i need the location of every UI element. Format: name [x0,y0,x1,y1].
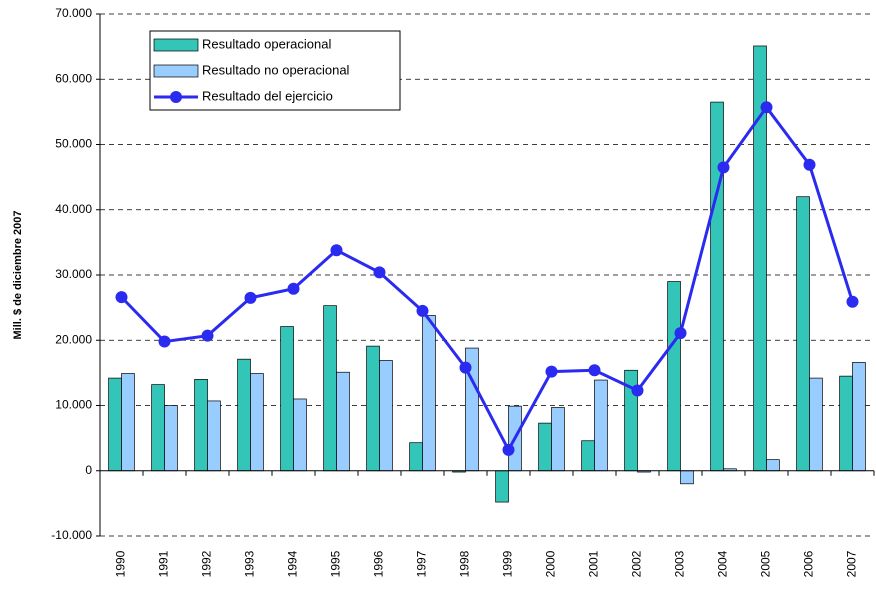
y-tick-label: 70.000 [55,6,92,20]
y-tick-label: 60.000 [55,71,92,85]
legend-label: Resultado del ejercicio [202,88,333,103]
line-marker [201,329,214,342]
x-tick-label: 2005 [759,550,773,577]
line-marker [760,101,773,114]
bar [164,405,178,472]
x-tick-label: 2003 [673,550,687,577]
y-tick-label: 10.000 [55,398,92,412]
bar [323,305,337,472]
bar [250,373,264,472]
bar [108,377,122,472]
bar [852,362,866,472]
bar [766,459,780,472]
legend-label: Resultado operacional [202,36,331,51]
line-marker [287,282,300,295]
bar [796,196,810,472]
legend-swatch [170,91,182,103]
x-tick-label: 2004 [716,550,730,577]
y-axis-label: Mill. $ de diciembre 2007 [12,210,24,339]
line-marker [588,364,601,377]
line-marker [115,291,128,304]
bar [581,440,595,472]
x-tick-label: 1997 [415,550,429,577]
y-tick-label: 40.000 [55,202,92,216]
y-tick-label: 20.000 [55,332,92,346]
line-marker [158,335,171,348]
bar [194,379,208,472]
bar [538,422,552,472]
x-tick-label: 2007 [845,550,859,577]
x-tick-label: 2000 [544,550,558,577]
bar [839,375,853,472]
bar [336,371,350,472]
y-tick-label: 50.000 [55,137,92,151]
legend-swatch [153,64,199,78]
line-marker [803,158,816,171]
x-tick-label: 2002 [630,550,644,577]
legend: Resultado operacional Resultado no operac… [149,30,401,111]
bar [280,326,294,472]
y-tick-label: 30.000 [55,267,92,281]
line-marker [416,304,429,317]
line-marker [846,295,859,308]
legend-swatch [153,38,199,52]
bar [551,407,565,472]
x-tick-label: 1990 [114,550,128,577]
line-marker [373,266,386,279]
bar [710,101,724,472]
line-marker [631,384,644,397]
y-tick-label: 0 [85,463,92,477]
bar [151,384,165,472]
line-marker [674,327,687,340]
y-tick-label: -10.000 [51,528,92,542]
bar [594,379,608,472]
line-marker [502,443,515,456]
bar [809,377,823,472]
x-tick-label: 1994 [286,550,300,577]
bar [422,315,436,472]
x-tick-label: 1998 [458,550,472,577]
x-tick-label: 1993 [243,550,257,577]
line-marker [330,244,343,257]
bar [495,470,509,503]
x-tick-label: 1991 [157,550,171,577]
bar [379,360,393,472]
bar [293,398,307,472]
x-tick-label: 1996 [372,550,386,577]
legend-label: Resultado no operacional [202,62,350,77]
bar [121,373,135,472]
line-marker [459,361,472,374]
x-tick-label: 1999 [501,550,515,577]
bar [680,470,694,485]
bar [366,345,380,472]
x-tick-label: 2001 [587,550,601,577]
bar [237,358,251,472]
line-marker [244,291,257,304]
line-marker [545,365,558,378]
line-marker [717,161,730,174]
bar [409,442,423,472]
line [120,104,854,454]
x-tick-label: 1995 [329,550,343,577]
bar [667,281,681,472]
bar [207,400,221,472]
x-tick-label: 2006 [802,550,816,577]
x-tick-label: 1992 [200,550,214,577]
